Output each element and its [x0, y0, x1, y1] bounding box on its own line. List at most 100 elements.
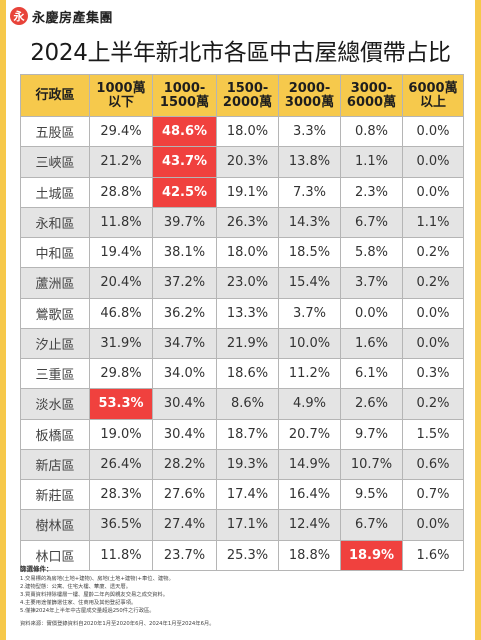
column-header: 6000萬 以上 — [402, 74, 464, 117]
value-cell: 6.7% — [340, 509, 403, 541]
value-cell: 0.3% — [402, 357, 464, 390]
value-cell: 18.5% — [278, 236, 341, 269]
value-cell: 7.3% — [278, 176, 341, 208]
value-cell: 2.6% — [340, 388, 403, 420]
value-cell: 13.3% — [216, 297, 279, 329]
value-cell: 0.8% — [340, 115, 403, 148]
highlighted-value-cell: 42.5% — [152, 176, 217, 208]
table-body: 五股區 29.4% 48.6% 18.0% 3.3% 0.8% 0.0% 三峽區 21.2% 43… — [20, 115, 464, 571]
value-cell: 17.4% — [216, 478, 279, 511]
column-header: 1000萬 以下 — [89, 74, 153, 117]
value-cell: 1.6% — [402, 539, 464, 571]
district-cell: 淡水區 — [20, 388, 90, 420]
value-cell: 14.3% — [278, 206, 341, 239]
value-cell: 36.5% — [89, 509, 153, 541]
district-cell: 鶯歌區 — [20, 297, 90, 329]
value-cell: 27.6% — [152, 478, 217, 511]
district-cell: 土城區 — [20, 176, 90, 208]
value-cell: 5.8% — [340, 236, 403, 269]
value-cell: 38.1% — [152, 236, 217, 269]
table-row: 新店區 26.4% 28.2% 19.3% 14.9% 10.7% 0.6% — [20, 448, 464, 481]
table-row: 蘆洲區 20.4% 37.2% 23.0% 15.4% 3.7% 0.2% — [20, 267, 464, 299]
value-cell: 3.7% — [278, 297, 341, 329]
value-cell: 9.5% — [340, 478, 403, 511]
value-cell: 0.0% — [402, 327, 464, 360]
table-row: 林口區 11.8% 23.7% 25.3% 18.8% 18.9% 1.6% — [20, 539, 464, 571]
value-cell: 0.0% — [402, 297, 464, 329]
value-cell: 34.7% — [152, 327, 217, 360]
value-cell: 0.0% — [402, 176, 464, 208]
note-item: 2.建物型態：公寓、住宅大樓、華廈、透天厝。 — [20, 584, 131, 590]
note-item: 5.僅揀2024年上半年中古屋成交量超過250件之行政區。 — [20, 608, 155, 614]
value-cell: 11.2% — [278, 357, 341, 390]
district-cell: 林口區 — [20, 539, 90, 571]
table-row: 三峽區 21.2% 43.7% 20.3% 13.8% 1.1% 0.0% — [20, 146, 464, 178]
value-cell: 17.1% — [216, 509, 279, 541]
value-cell: 3.3% — [278, 115, 341, 148]
value-cell: 0.0% — [402, 509, 464, 541]
table-row: 中和區 19.4% 38.1% 18.0% 18.5% 5.8% 0.2% — [20, 236, 464, 269]
value-cell: 20.7% — [278, 418, 341, 450]
value-cell: 26.3% — [216, 206, 279, 239]
column-header: 1000- 1500萬 — [152, 74, 217, 117]
value-cell: 30.4% — [152, 418, 217, 450]
value-cell: 39.7% — [152, 206, 217, 239]
table-row: 五股區 29.4% 48.6% 18.0% 3.3% 0.8% 0.0% — [20, 115, 464, 148]
notes-title: 篩選條件： — [20, 565, 53, 573]
value-cell: 18.8% — [278, 539, 341, 571]
value-cell: 21.2% — [89, 146, 153, 178]
value-cell: 0.6% — [402, 448, 464, 481]
column-header: 行政區 — [20, 74, 90, 117]
highlighted-value-cell: 53.3% — [89, 388, 153, 420]
value-cell: 20.4% — [89, 267, 153, 299]
note-item: 1.交易標的為房地(土地+建物)、房地(土地+建物)+車位、建物。 — [20, 576, 174, 582]
value-cell: 36.2% — [152, 297, 217, 329]
value-cell: 28.8% — [89, 176, 153, 208]
table-row: 汐止區 31.9% 34.7% 21.9% 10.0% 1.6% 0.0% — [20, 327, 464, 360]
price-band-table: 行政區 1000萬 以下 1000- 1500萬 1500- 2000萬 2000- 3000萬… — [20, 74, 464, 571]
district-cell: 蘆洲區 — [20, 267, 90, 299]
brand-logo: 永 永慶房產集團 — [10, 5, 113, 27]
value-cell: 19.3% — [216, 448, 279, 481]
infographic-card: 永 永慶房產集團 2024上半年新北市各區中古屋總價帶占比 行政區 1000萬 以下… — [6, 0, 475, 640]
note-item: 3.買賣資料排除樓層一樓、屋齡二年內與親友交易之成交資料。 — [20, 592, 169, 598]
table-row: 鶯歌區 46.8% 36.2% 13.3% 3.7% 0.0% 0.0% — [20, 297, 464, 329]
highlighted-value-cell: 18.9% — [340, 539, 403, 571]
district-cell: 新店區 — [20, 448, 90, 481]
brand-icon: 永 — [10, 7, 28, 25]
chart-title: 2024上半年新北市各區中古屋總價帶占比 — [30, 40, 451, 66]
value-cell: 14.9% — [278, 448, 341, 481]
table-row: 新莊區 28.3% 27.6% 17.4% 16.4% 9.5% 0.7% — [20, 478, 464, 511]
value-cell: 10.0% — [278, 327, 341, 360]
value-cell: 6.1% — [340, 357, 403, 390]
value-cell: 37.2% — [152, 267, 217, 299]
value-cell: 1.1% — [402, 206, 464, 239]
value-cell: 11.8% — [89, 206, 153, 239]
value-cell: 19.4% — [89, 236, 153, 269]
filter-notes: 篩選條件： 1.交易標的為房地(土地+建物)、房地(土地+建物)+車位、建物。 … — [20, 563, 463, 627]
value-cell: 2.3% — [340, 176, 403, 208]
column-header: 2000- 3000萬 — [278, 74, 341, 117]
column-header: 1500- 2000萬 — [216, 74, 279, 117]
value-cell: 46.8% — [89, 297, 153, 329]
value-cell: 18.6% — [216, 357, 279, 390]
district-cell: 三重區 — [20, 357, 90, 390]
value-cell: 4.9% — [278, 388, 341, 420]
value-cell: 34.0% — [152, 357, 217, 390]
value-cell: 0.0% — [402, 146, 464, 178]
district-cell: 五股區 — [20, 115, 90, 148]
value-cell: 18.0% — [216, 115, 279, 148]
value-cell: 27.4% — [152, 509, 217, 541]
value-cell: 16.4% — [278, 478, 341, 511]
district-cell: 樹林區 — [20, 509, 90, 541]
value-cell: 18.0% — [216, 236, 279, 269]
value-cell: 0.7% — [402, 478, 464, 511]
value-cell: 28.2% — [152, 448, 217, 481]
highlighted-value-cell: 48.6% — [152, 115, 217, 148]
value-cell: 0.0% — [402, 115, 464, 148]
value-cell: 23.0% — [216, 267, 279, 299]
value-cell: 1.1% — [340, 146, 403, 178]
value-cell: 3.7% — [340, 267, 403, 299]
table-header-row: 行政區 1000萬 以下 1000- 1500萬 1500- 2000萬 2000- 3000萬… — [20, 74, 464, 117]
district-cell: 新莊區 — [20, 478, 90, 511]
